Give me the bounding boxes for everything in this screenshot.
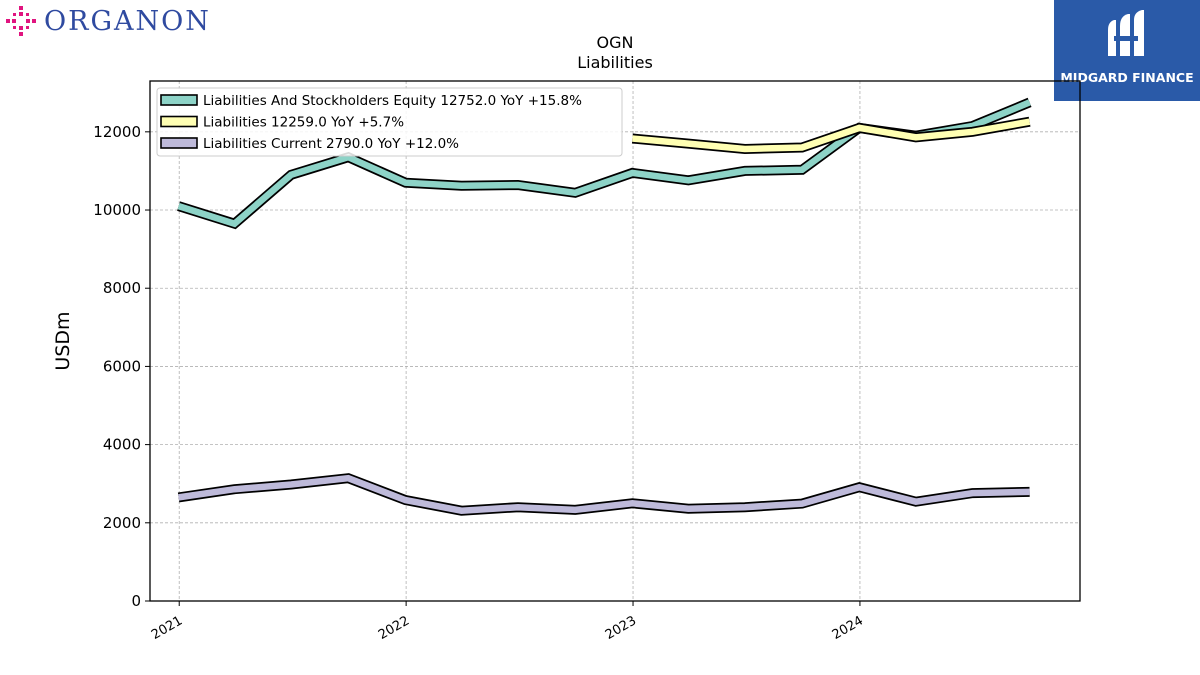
legend-box [156, 87, 623, 157]
midgard-brand-text: MIDGARD FINANCE [1060, 70, 1194, 85]
x-tick-label: 2024 [830, 613, 866, 643]
midgard-mark-icon [1108, 10, 1144, 56]
y-tick-label: 10000 [93, 201, 141, 219]
organon-logo: ORGANON [4, 4, 211, 38]
legend: Liabilities And Stockholders Equity 1275… [156, 87, 623, 157]
y-axis: 0 2000 4000 6000 8000 10000 12000 [93, 123, 150, 610]
x-tick-label: 2023 [603, 613, 639, 643]
y-axis-label: USDm [52, 311, 74, 370]
y-tick-label: 2000 [103, 514, 141, 532]
x-tick-label: 2022 [376, 613, 412, 643]
organon-wordmark: ORGANON [44, 5, 211, 37]
x-axis: 2021 2022 2023 2024 [149, 601, 866, 643]
legend-entry-label: Liabilities And Stockholders Equity 1275… [203, 93, 582, 109]
legend-swatch [160, 137, 198, 149]
y-tick-label: 6000 [103, 357, 141, 375]
chart-title: OGN [597, 33, 634, 52]
organon-mark-icon [6, 6, 36, 36]
legend-entry-label: Liabilities 12259.0 YoY +5.7% [203, 115, 404, 131]
legend-swatch [160, 115, 198, 128]
y-tick-label: 12000 [93, 123, 141, 141]
series-layer [177, 97, 1032, 516]
series-line-liabilities [632, 118, 1031, 153]
legend-entry-label: Liabilities Current 2790.0 YoY +12.0% [203, 136, 459, 152]
y-tick-label: 8000 [103, 279, 141, 297]
y-tick-label: 0 [131, 592, 141, 610]
legend-swatch [160, 94, 198, 106]
series-line-liabilities-current [178, 474, 1030, 514]
midgard-finance-logo: MIDGARD FINANCE [1054, 0, 1200, 101]
chart-subtitle: Liabilities [577, 53, 653, 72]
plot-area-frame [149, 80, 1081, 602]
x-tick-label: 2021 [149, 613, 185, 643]
grid [150, 81, 1080, 601]
y-tick-label: 4000 [103, 436, 141, 454]
